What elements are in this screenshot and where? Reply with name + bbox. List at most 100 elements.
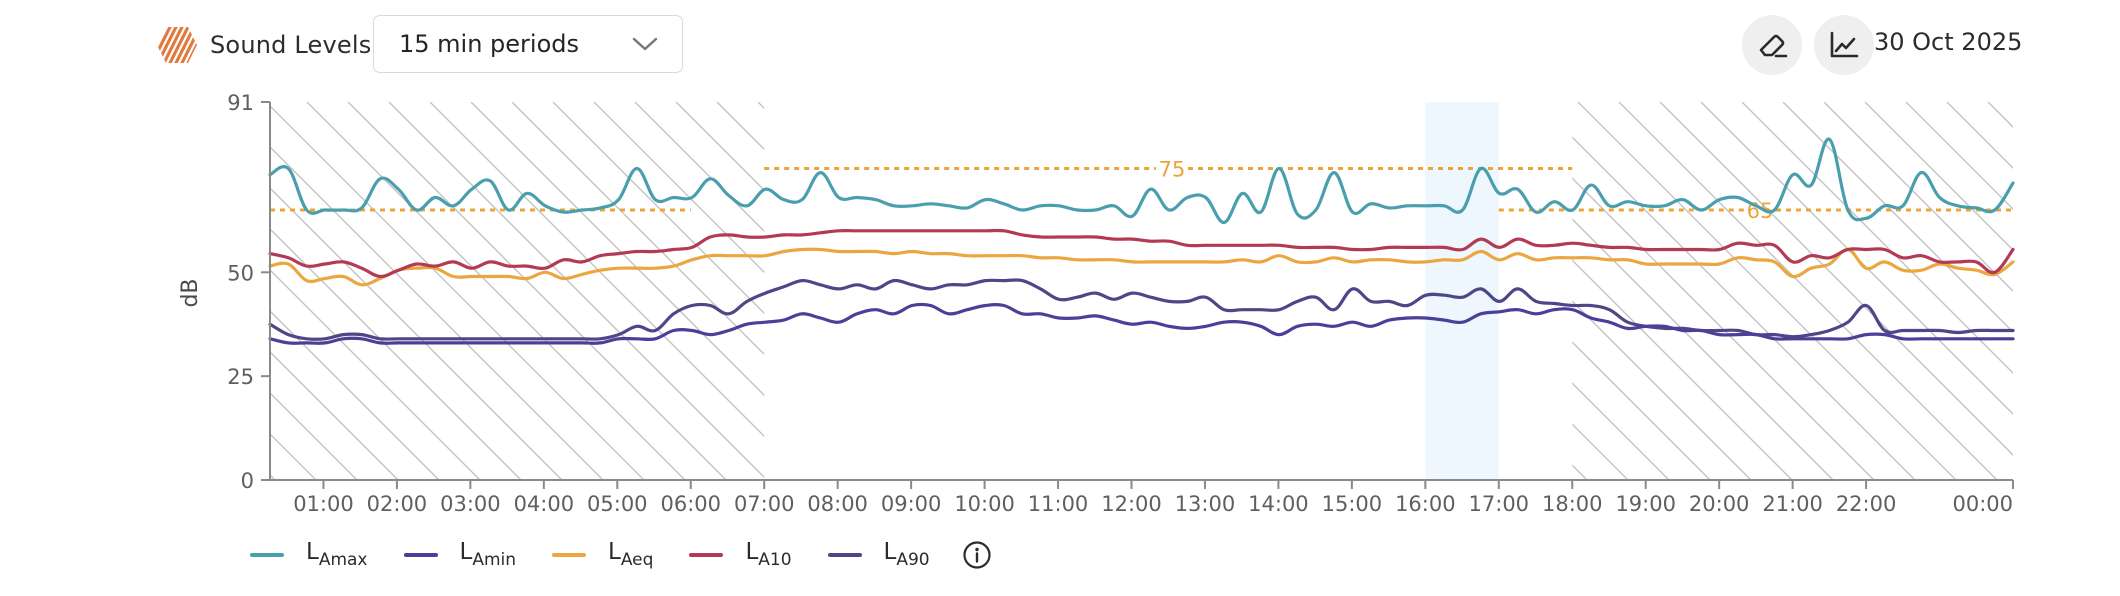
hatch-line	[1577, 102, 1957, 480]
period-select[interactable]: 15 min periods	[373, 15, 683, 73]
line-chart-icon	[1830, 31, 1859, 58]
eraser-button[interactable]	[1742, 15, 1802, 75]
hatch-line	[2029, 102, 2120, 480]
hatch-line	[922, 102, 1300, 480]
legend-item-lamin[interactable]: LAmin	[403, 539, 517, 570]
hatch-line	[0, 102, 29, 480]
hatch-line	[270, 228, 522, 480]
legend-label: LAmax	[306, 539, 368, 570]
legend: LAmax LAmin LAeq LA10 LA90	[250, 535, 992, 575]
hatch-line	[1572, 382, 1670, 480]
hatch-line	[1572, 464, 1588, 480]
chart-background-layer	[1425, 102, 1499, 480]
hatch-line	[1865, 102, 2120, 480]
hatch-line	[1045, 102, 1423, 480]
hatch-line	[963, 102, 1341, 480]
legend-item-laeq[interactable]: LAeq	[552, 541, 653, 569]
night-hatch-region	[0, 102, 2120, 480]
x-tick-label: 21:00	[1762, 492, 1823, 516]
info-icon[interactable]	[962, 540, 992, 570]
hatch-line	[2070, 102, 2120, 480]
stripe	[178, 27, 197, 63]
legend-item-la10[interactable]: LA10	[689, 541, 792, 569]
legend-label: LAmin	[459, 539, 517, 570]
stripe	[157, 27, 174, 63]
x-tick-label: 11:00	[1028, 492, 1089, 516]
hatch-line	[2111, 102, 2120, 480]
hatch-line	[634, 102, 765, 233]
series-line-la10	[268, 228, 2015, 279]
header: Sound Levels 15 min periods 30 Oct 2025	[0, 0, 2120, 92]
line-chart-button[interactable]	[1814, 15, 1874, 75]
hatch-line	[306, 102, 686, 480]
hatch-line	[270, 269, 481, 480]
hatch-line	[1572, 341, 1711, 480]
hatch-line	[0, 102, 70, 480]
x-tick-label: 07:00	[734, 492, 795, 516]
eraser-icon	[1759, 34, 1788, 58]
hatch-line	[0, 102, 275, 480]
series-line-lamax	[268, 137, 2015, 225]
hatch-line	[1572, 259, 1793, 480]
hatch-line	[0, 102, 193, 480]
hatch-line	[1783, 102, 2120, 480]
hatch-line	[1700, 102, 2013, 415]
hatch-line	[2111, 102, 2120, 480]
hatch-line	[1741, 102, 2013, 374]
x-tick-label: 16:00	[1395, 492, 1456, 516]
x-tick-label: 17:00	[1469, 492, 1530, 516]
title-block: Sound Levels	[156, 25, 371, 65]
hatch-line	[270, 351, 399, 480]
hatch-line	[881, 102, 1259, 480]
hatch-line	[429, 102, 765, 438]
hatch-line	[511, 102, 765, 356]
hatch-line	[1209, 102, 1587, 480]
x-tick-label: 19:00	[1615, 492, 1676, 516]
axes-layer: 0 25 50 91 01:00 02:00 03:00 04:00 05:00 06:00 07:…	[178, 91, 2014, 516]
x-tick-label: 02:00	[367, 492, 428, 516]
hatch-line	[0, 102, 152, 480]
legend-item-la90[interactable]: LA90	[827, 541, 930, 569]
legend-swatch	[403, 553, 438, 557]
hatch-line	[1572, 218, 1834, 480]
hatch-line	[270, 433, 317, 480]
hatch-line	[270, 146, 604, 480]
x-tick-label: 14:00	[1248, 492, 1309, 516]
hatch-line	[1618, 102, 1998, 480]
x-tick-label: 20:00	[1689, 492, 1750, 516]
x-tick-label: 18:00	[1542, 492, 1603, 516]
hatch-line	[0, 102, 111, 480]
x-tick-label: 12:00	[1101, 492, 1162, 516]
hatch-line	[799, 102, 1177, 480]
hatch-line	[0, 102, 316, 480]
series-line-la90	[268, 278, 2015, 341]
threshold-label-75: 75	[1159, 157, 1186, 181]
series-layer	[268, 137, 2015, 345]
hexagon-striped-icon	[157, 27, 197, 63]
hatch-line	[270, 310, 440, 480]
hatch-line	[1572, 136, 1916, 480]
hatch-line	[922, 102, 1300, 480]
night-hatch-region	[0, 102, 2120, 480]
x-tick-label: 08:00	[807, 492, 868, 516]
x-tick-label: 01:00	[293, 492, 354, 516]
hatch-line	[270, 105, 645, 480]
x-tick-label: 13:00	[1175, 492, 1236, 516]
hatch-line	[1004, 102, 1382, 480]
hatch-line	[1823, 102, 2013, 292]
hatch-line	[0, 102, 70, 480]
hatch-line	[270, 187, 563, 480]
hatch-line	[2029, 102, 2120, 480]
legend-item-lamax[interactable]: LAmax	[250, 541, 368, 569]
hatch-line	[1659, 102, 2013, 456]
hatch-line	[1905, 102, 2013, 210]
chevron-down-icon	[632, 37, 658, 51]
hatch-line	[552, 102, 765, 315]
hatch-line	[1782, 102, 2013, 333]
x-tick-label: 04:00	[514, 492, 575, 516]
x-tick-label: 00:00	[1952, 492, 2013, 516]
hatch-line	[1086, 102, 1464, 480]
x-tick-label: 15:00	[1322, 492, 1383, 516]
series-line-lamin	[268, 302, 2015, 345]
